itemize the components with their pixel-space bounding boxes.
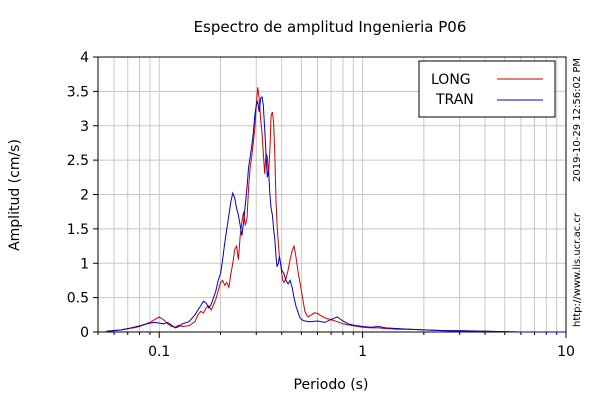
source-url-text: http://www.lis.ucr.ac.cr: [572, 212, 583, 327]
y-tick-label: 2: [80, 188, 89, 204]
series-line-long: [106, 87, 566, 333]
legend-box: [418, 60, 556, 118]
legend-label-tran: TRAN: [435, 92, 474, 108]
legend: LONG TRAN: [418, 60, 556, 118]
y-axis-label: Amplitud (cm/s): [7, 139, 23, 251]
x-axis-label: Periodo (s): [294, 377, 369, 393]
y-tick-label: 3: [80, 119, 89, 135]
axis-ticks: 0 0.5 1 1.5 2 2.5 3 3.5 4 0.1 1 10: [67, 50, 575, 360]
series-lines: [106, 87, 566, 333]
y-tick-label: 1: [80, 256, 89, 272]
y-tick-label: 0.5: [67, 291, 89, 307]
x-tick-label: 1: [358, 344, 367, 360]
y-tick-label: 4: [80, 50, 89, 66]
x-tick-label: 10: [557, 344, 575, 360]
y-tick-label: 3.5: [67, 84, 89, 100]
y-tick-label: 2.5: [67, 153, 89, 169]
y-tick-label: 1.5: [67, 222, 89, 238]
timestamp-text: 2019-10-29 12:56:02 PM: [572, 58, 583, 182]
legend-label-long: LONG: [431, 72, 471, 88]
chart-title: Espectro de amplitud Ingenieria P06: [194, 18, 467, 36]
x-tick-label: 0.1: [148, 344, 170, 360]
series-line-tran: [106, 95, 566, 333]
y-tick-label: 0: [80, 325, 89, 341]
